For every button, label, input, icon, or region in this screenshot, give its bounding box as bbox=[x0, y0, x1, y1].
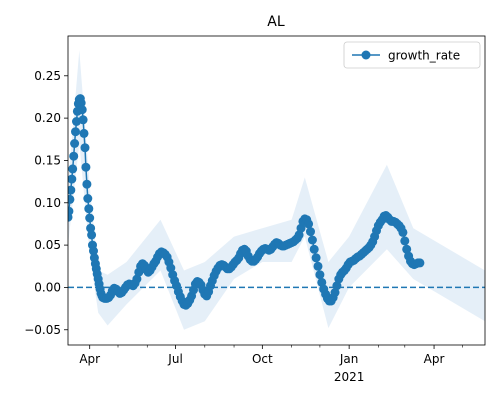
x-tick-year-label: 2021 bbox=[334, 370, 365, 384]
data-point bbox=[86, 223, 96, 233]
y-tick-label: −0.05 bbox=[24, 323, 61, 337]
data-point bbox=[68, 185, 76, 195]
data-point bbox=[311, 253, 321, 263]
data-point bbox=[68, 164, 78, 174]
axes-frame bbox=[67, 35, 486, 346]
legend: growth_rate bbox=[343, 41, 481, 69]
data-point bbox=[76, 98, 86, 108]
data-point bbox=[415, 258, 425, 268]
x-tick-label: Apr bbox=[79, 352, 100, 366]
y-tick-label: 0.25 bbox=[34, 69, 61, 83]
data-point bbox=[71, 127, 80, 137]
data-point bbox=[80, 143, 90, 153]
legend-label: growth_rate bbox=[388, 49, 460, 63]
data-point bbox=[69, 151, 79, 161]
legend-marker-swatch bbox=[361, 50, 371, 60]
y-tick-label: 0.05 bbox=[34, 238, 61, 252]
y-tick-label: 0.20 bbox=[34, 111, 61, 125]
x-tick-label: Jan bbox=[339, 352, 359, 366]
data-point bbox=[402, 244, 412, 254]
chart-title: AL bbox=[267, 14, 285, 30]
legend-box bbox=[343, 41, 481, 69]
data-point bbox=[83, 194, 93, 203]
data-point bbox=[70, 139, 80, 148]
data-point bbox=[82, 179, 92, 189]
data-point bbox=[79, 128, 89, 138]
data-point bbox=[68, 174, 77, 184]
data-point bbox=[68, 194, 75, 204]
data-point bbox=[81, 162, 91, 172]
data-point bbox=[77, 105, 87, 115]
y-tick-label: 0.00 bbox=[34, 280, 61, 294]
data-point bbox=[89, 246, 98, 256]
data-point bbox=[307, 235, 317, 245]
x-tick-label: Oct bbox=[252, 352, 273, 366]
data-point bbox=[85, 213, 95, 223]
data-point bbox=[68, 206, 74, 216]
data-point bbox=[306, 227, 315, 237]
y-tick-label: 0.15 bbox=[34, 153, 61, 167]
data-point bbox=[87, 230, 97, 240]
data-point bbox=[132, 274, 142, 284]
data-point bbox=[296, 223, 306, 233]
data-point bbox=[309, 244, 319, 254]
plot-area bbox=[68, 50, 485, 330]
data-point bbox=[315, 270, 325, 280]
data-point bbox=[78, 115, 88, 125]
x-tick-label: Apr bbox=[424, 352, 445, 366]
data-point bbox=[400, 236, 410, 246]
data-point bbox=[84, 204, 94, 214]
y-tick-label: 0.10 bbox=[34, 196, 61, 210]
data-point bbox=[398, 227, 408, 237]
data-point bbox=[313, 261, 323, 271]
data-point bbox=[304, 219, 314, 229]
x-tick-label: Jul bbox=[167, 352, 182, 366]
data-point bbox=[330, 288, 340, 297]
